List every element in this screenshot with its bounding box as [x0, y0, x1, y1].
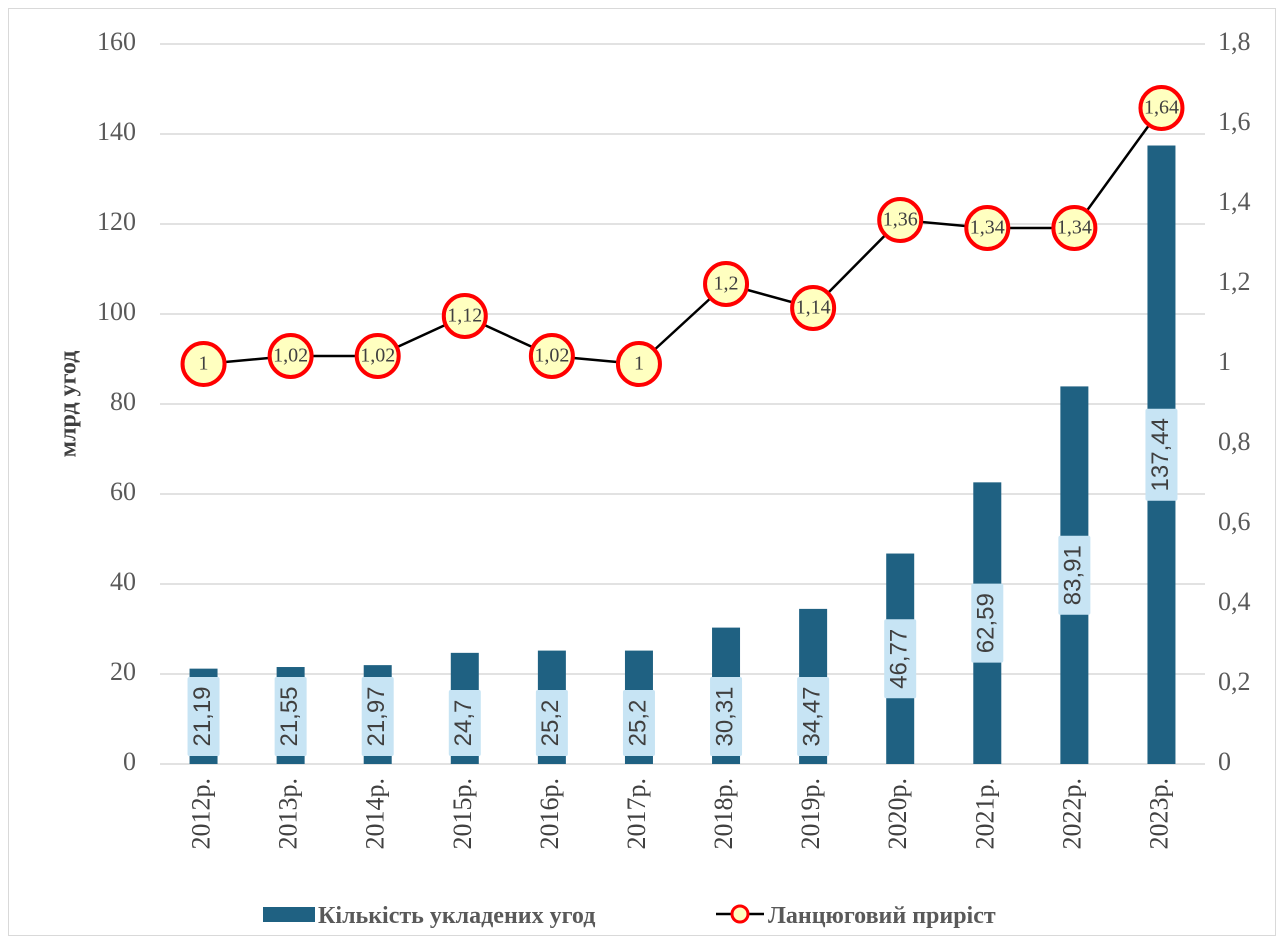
line-point: 1,36: [877, 197, 924, 243]
y-tick-label: 60: [110, 477, 136, 506]
y2-tick-label: 1: [1218, 347, 1231, 376]
line-point: 1: [180, 341, 227, 387]
y-tick-label: 100: [97, 297, 136, 326]
y-tick-label: 20: [110, 657, 136, 686]
x-tick-label: 2015р.: [448, 778, 477, 850]
x-tick-label: 2018р.: [709, 778, 738, 850]
line-point: 1,34: [964, 205, 1011, 251]
y-tick-label: 140: [97, 117, 136, 146]
y-tick-label: 80: [110, 387, 136, 416]
legend-line-label: Ланцюговий приріст: [768, 903, 996, 929]
line-point: 1,34: [1051, 205, 1098, 251]
x-tick-label: 2017р.: [622, 778, 651, 850]
bar-data-label: 34,47: [797, 677, 830, 756]
line-point: 1,02: [267, 333, 314, 379]
svg-text:21,19: 21,19: [189, 686, 216, 746]
line-point: 1: [615, 341, 662, 387]
y-axis-right: 0 0,2 0,4 0,6 0,8 1 1,2 1,4 1,6 1,8: [1218, 27, 1251, 776]
line-point: 1,12: [441, 293, 488, 339]
y2-tick-label: 0,8: [1218, 427, 1251, 456]
svg-text:62,59: 62,59: [973, 593, 1000, 653]
svg-text:21,55: 21,55: [276, 686, 303, 746]
x-axis: 2012р. 2013р. 2014р. 2015р. 2016р. 2017р. 2018…: [187, 778, 1174, 850]
y-axis-left: 0 20 40 60 80 100 120 140 160: [97, 27, 136, 776]
x-tick-label: 2021р.: [970, 778, 999, 850]
line-path: [203, 107, 1163, 366]
x-tick-label: 2019р.: [796, 778, 825, 850]
legend-line-marker: [730, 904, 750, 924]
svg-text:34,47: 34,47: [798, 686, 825, 746]
bar-data-label: 137,44: [1145, 408, 1178, 501]
bar-data-label: 62,59: [971, 583, 1004, 663]
point-data-label: 1,64: [1144, 97, 1179, 119]
svg-text:25,2: 25,2: [537, 700, 564, 747]
x-tick-label: 2014р.: [361, 778, 390, 850]
svg-text:21,97: 21,97: [363, 686, 390, 746]
y-axis-title: млрд угод: [56, 351, 82, 458]
x-tick-label: 2020р.: [883, 778, 912, 850]
svg-text:83,91: 83,91: [1060, 545, 1087, 605]
bar-data-label: 83,91: [1058, 535, 1091, 615]
line-point: 1,02: [528, 333, 575, 379]
bar-data-label: 46,77: [884, 619, 917, 699]
y-tick-label: 0: [123, 747, 136, 776]
x-tick-label: 2022р.: [1057, 778, 1086, 850]
point-data-label: 1: [634, 353, 644, 375]
x-tick-label: 2023р.: [1144, 778, 1173, 850]
point-data-label: 1,02: [534, 345, 569, 367]
y-tick-label: 160: [97, 27, 136, 56]
bar-data-label: 30,31: [710, 677, 743, 756]
y2-tick-label: 0,4: [1218, 587, 1251, 616]
legend: Кількість укладених угод Ланцюговий прир…: [263, 903, 996, 929]
gridlines: [160, 43, 1205, 765]
line-point: 1,02: [354, 333, 401, 379]
point-data-label: 1,12: [447, 305, 482, 327]
svg-text:137,44: 137,44: [1147, 418, 1174, 491]
point-data-label: 1,14: [796, 297, 831, 319]
line-series: 1 1,02 1,02 1,12 1,02 1 1,2 1,14 1,36 1,34 1,34 1,6…: [180, 85, 1185, 387]
y2-tick-label: 1,2: [1218, 267, 1251, 296]
line-point: 1,14: [790, 285, 837, 331]
y2-tick-label: 0: [1218, 747, 1231, 776]
svg-text:46,77: 46,77: [886, 629, 913, 689]
point-data-label: 1,02: [360, 345, 395, 367]
bar-data-label: 21,55: [274, 677, 307, 756]
point-data-label: 1,02: [273, 345, 308, 367]
x-tick-label: 2013р.: [274, 778, 303, 850]
legend-bar-swatch: [263, 907, 315, 922]
svg-text:24,7: 24,7: [450, 700, 477, 747]
legend-bar-label: Кількість укладених угод: [318, 903, 595, 929]
y2-tick-label: 1,8: [1218, 27, 1251, 56]
bar-series: [189, 145, 1176, 764]
point-data-label: 1,34: [1057, 217, 1092, 239]
bar-data-label: 25,2: [622, 690, 655, 756]
point-data-label: 1,2: [714, 273, 739, 295]
x-tick-label: 2012р.: [187, 778, 216, 850]
x-tick-label: 2016р.: [535, 778, 564, 850]
bar-data-label: 21,97: [361, 677, 394, 756]
point-data-label: 1: [199, 353, 209, 375]
line-point: 1,2: [703, 261, 750, 307]
bar-data-label: 24,7: [448, 690, 481, 756]
bar-data-labels: 21,19 21,55 21,97 24,7 25,2 25,2 30,31 34,47 46,…: [187, 408, 1178, 756]
y2-tick-label: 0,2: [1218, 667, 1251, 696]
bar-data-label: 21,19: [187, 677, 220, 756]
bar-data-label: 25,2: [535, 690, 568, 756]
point-data-label: 1,36: [883, 209, 918, 231]
svg-text:25,2: 25,2: [624, 700, 651, 747]
y2-tick-label: 1,6: [1218, 107, 1251, 136]
svg-text:30,31: 30,31: [711, 686, 738, 746]
line-point: 1,64: [1138, 85, 1185, 131]
y2-tick-label: 0,6: [1218, 507, 1251, 536]
y-tick-label: 120: [97, 207, 136, 236]
point-data-label: 1,34: [970, 217, 1005, 239]
y2-tick-label: 1,4: [1218, 187, 1251, 216]
y-tick-label: 40: [110, 567, 136, 596]
